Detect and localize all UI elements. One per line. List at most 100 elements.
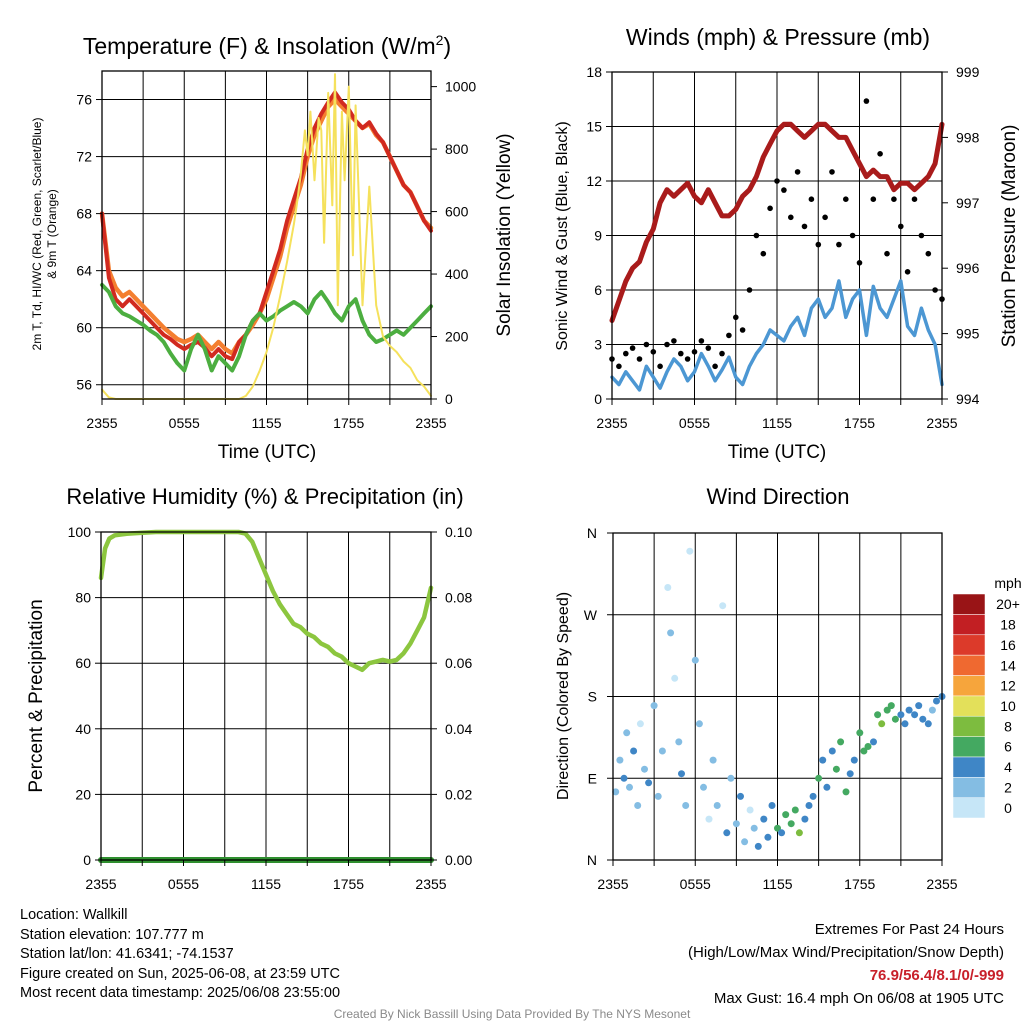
gust-point (650, 349, 657, 355)
winds-axes: 2355 0555 1155 1755 2355 0 3 6 9 12 15 18 994 995 996 9… (586, 64, 979, 431)
speed-legend-swatch (952, 777, 986, 798)
station-location: Location: Wallkill (20, 907, 128, 923)
winds-y2tick-label: 994 (956, 391, 980, 407)
gust-point (719, 350, 725, 357)
direction-point (658, 747, 666, 755)
wind-direction-ytick-label: S (588, 689, 597, 705)
direction-point (700, 783, 707, 791)
direction-point (636, 720, 644, 728)
direction-point (919, 715, 927, 723)
winds-ytick-label: 0 (594, 391, 602, 407)
temperature-ylabel-line2: & 9m T (Orange) (45, 189, 59, 279)
gust-point (739, 327, 746, 333)
gust-point (746, 287, 753, 293)
direction-point (645, 779, 653, 787)
temperature-y2label: Solar Insolation (Yellow) (494, 133, 515, 336)
direction-point (671, 674, 679, 682)
temperature-ytick-label: 72 (76, 149, 92, 165)
gust-point (629, 345, 636, 351)
gust-point (829, 169, 835, 175)
gust-point (808, 196, 815, 202)
direction-point (795, 829, 803, 837)
direction-point (860, 747, 868, 755)
gust-point (760, 250, 767, 257)
winds-y2tick-label: 997 (956, 195, 980, 211)
gust-point (932, 287, 938, 293)
direction-point (630, 747, 638, 755)
direction-point (675, 738, 683, 746)
direction-point (764, 833, 772, 841)
gust-point (712, 363, 718, 370)
direction-point (870, 738, 877, 746)
winds-y2tick-label: 999 (956, 64, 980, 80)
gust-point (788, 214, 794, 221)
winds-y2tick-label: 995 (956, 326, 980, 342)
temperature-xlabel: Time (UTC) (218, 442, 317, 463)
wind-direction-title: Wind Direction (706, 484, 849, 509)
gust-point (918, 232, 925, 239)
temperature-xtick-label: 2355 (86, 415, 117, 431)
gust-point (636, 356, 643, 362)
temperature-panel: Temperature (F) & Insolation (W/m2) 2355… (30, 32, 515, 463)
direction-point (667, 629, 675, 637)
direction-point (823, 783, 831, 791)
humidity-y2tick-label: 0.04 (445, 721, 472, 737)
direction-point (905, 706, 913, 714)
temperature-y2tick-label: 1000 (445, 79, 476, 95)
station-elevation: Station elevation: 107.777 m (20, 926, 204, 943)
humidity-xtick-label: 1155 (251, 876, 281, 892)
wind-direction-ytick-label: N (587, 852, 597, 868)
gust-point (684, 356, 691, 362)
gust-point (898, 223, 904, 230)
direction-point (805, 802, 813, 809)
winds-ytick-label: 18 (586, 64, 602, 80)
humidity-ytick-label: 100 (68, 524, 92, 540)
gust-point (643, 341, 650, 348)
gust-point (616, 363, 622, 370)
direction-point (664, 584, 672, 591)
gust-point (726, 332, 732, 339)
direction-point (897, 711, 905, 719)
humidity-ytick-label: 60 (75, 655, 91, 671)
temperature-y2tick-label: 600 (445, 204, 469, 220)
gust-point (849, 232, 856, 239)
credit-line: Created By Nick Bassill Using Data Provi… (333, 1007, 691, 1021)
gust-point (698, 338, 705, 344)
humidity-ytick-label: 20 (75, 786, 91, 802)
temperature-ytick-label: 76 (76, 92, 92, 108)
humidity-y2tick-label: 0.08 (445, 590, 472, 606)
temperature-ytick-label: 60 (76, 320, 92, 336)
gust-point (870, 196, 877, 202)
gust-point (781, 187, 787, 193)
speed-legend-label: 2 (1004, 780, 1012, 796)
humidity-ytick-label: 80 (75, 590, 91, 606)
winds-ytick-label: 6 (594, 282, 602, 298)
extremes-values: 76.9/56.4/8.1/0/-999 (869, 967, 1004, 984)
temperature-title-text: Temperature (F) & Insolation (W/m (83, 33, 436, 59)
gust-point (856, 260, 863, 266)
gust-point (664, 341, 670, 348)
direction-point (682, 802, 690, 809)
direction-point (620, 774, 628, 782)
direction-point (654, 792, 662, 800)
wind-direction-ylabel: Direction (Colored By Speed) (555, 592, 572, 800)
humidity-xtick-label: 1755 (333, 876, 364, 892)
humidity-ylabel: Percent & Precipitation (26, 599, 47, 792)
direction-point (801, 815, 809, 823)
gust-point (774, 178, 780, 184)
direction-point (760, 815, 768, 823)
gust-point (836, 241, 842, 248)
humidity-xtick-label: 2355 (85, 876, 116, 892)
direction-point (727, 774, 735, 782)
speed-legend-label: 12 (1000, 678, 1016, 694)
humidity-ytick-label: 0 (83, 852, 91, 868)
humidity-y2tick-label: 0.00 (445, 852, 472, 868)
direction-point (883, 706, 891, 714)
wind-direction-xtick-label: 1755 (844, 876, 875, 892)
temperature-series-line (100, 282, 433, 373)
direction-point (933, 697, 940, 705)
speed-legend-label: 18 (1000, 617, 1016, 633)
temperature-series (99, 73, 434, 400)
direction-point (650, 702, 658, 710)
direction-point (741, 838, 749, 846)
